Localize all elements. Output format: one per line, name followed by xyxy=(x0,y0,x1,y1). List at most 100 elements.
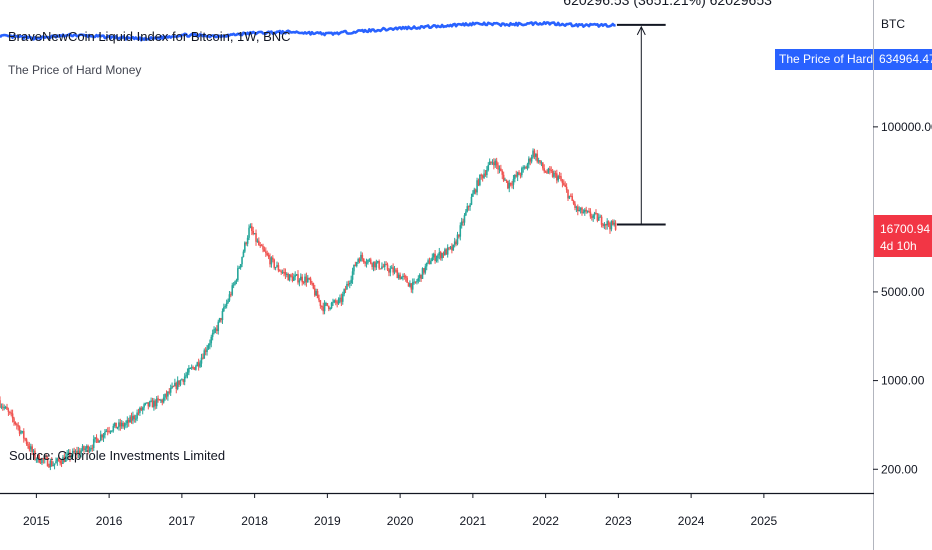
candle xyxy=(11,409,14,423)
candle xyxy=(251,223,253,236)
candle xyxy=(473,187,476,195)
candle-body xyxy=(162,397,165,403)
candle xyxy=(542,162,544,171)
candle-body xyxy=(301,276,303,283)
candle xyxy=(470,193,473,206)
candle-body xyxy=(421,268,424,279)
candle xyxy=(350,275,352,286)
candle xyxy=(318,294,320,303)
candle-body xyxy=(234,281,236,285)
candle xyxy=(48,463,50,468)
candle-body xyxy=(353,264,355,272)
candle xyxy=(25,437,28,446)
candle-body xyxy=(13,418,15,422)
candle xyxy=(4,405,7,410)
candle-body xyxy=(119,422,122,427)
candle xyxy=(333,299,336,304)
candle-body xyxy=(460,221,463,226)
candle xyxy=(477,178,480,187)
candle xyxy=(578,206,581,212)
candle-body xyxy=(313,288,316,296)
candle xyxy=(188,365,190,376)
candle-body xyxy=(189,368,192,370)
candle-body xyxy=(572,200,575,204)
candle xyxy=(525,165,527,169)
candle-body xyxy=(286,273,288,275)
candle xyxy=(101,433,103,441)
candle xyxy=(280,269,283,275)
candle xyxy=(302,280,305,285)
candle xyxy=(174,378,176,387)
candle-body xyxy=(132,415,134,421)
candle xyxy=(417,275,420,284)
candle-body xyxy=(322,306,324,312)
candle-body xyxy=(590,216,593,218)
candle-body xyxy=(526,164,529,169)
candle-body xyxy=(235,280,238,282)
candle xyxy=(536,149,539,164)
candle-body xyxy=(80,450,82,454)
candle-body xyxy=(147,402,150,407)
candle-body xyxy=(192,367,194,369)
candle-body xyxy=(200,357,203,364)
candle xyxy=(515,170,518,178)
candle-body xyxy=(245,242,248,244)
candle xyxy=(316,288,319,299)
candle-body xyxy=(38,454,40,463)
candle xyxy=(57,455,60,462)
candle-body xyxy=(137,412,140,414)
candle-body xyxy=(574,203,576,208)
candle xyxy=(304,273,306,286)
candle-body xyxy=(435,258,438,261)
candle-body xyxy=(77,450,80,455)
candle xyxy=(483,169,485,179)
candle xyxy=(378,259,380,270)
candle-body xyxy=(416,281,418,283)
candle xyxy=(421,267,424,279)
candle xyxy=(315,288,317,297)
candle-body xyxy=(583,209,586,213)
candle-body xyxy=(599,216,601,218)
candle xyxy=(455,239,457,247)
candle xyxy=(355,261,358,268)
candle xyxy=(357,257,359,264)
candle xyxy=(463,213,466,226)
candle xyxy=(369,257,372,265)
candle-body xyxy=(4,406,7,408)
candle-body xyxy=(596,213,599,221)
candle xyxy=(276,261,278,268)
candle-body xyxy=(1,406,4,408)
candle-body xyxy=(169,388,172,393)
indicator-legend-label[interactable]: The Price of Hard Money xyxy=(8,63,141,77)
candle-body xyxy=(231,285,234,295)
indicator-badge-value-bg xyxy=(874,49,932,70)
candle xyxy=(95,434,98,444)
candle-body xyxy=(430,261,432,265)
candle-body xyxy=(171,386,173,389)
candle xyxy=(273,258,276,270)
candle xyxy=(544,170,547,173)
measure-tool[interactable]: 620296.53 (3651.21%) 62029653 xyxy=(563,0,772,226)
y-axis: 100000.00 5000.00 1000.00 200.00 xyxy=(873,120,932,476)
candle xyxy=(120,420,123,429)
candle xyxy=(528,156,530,169)
candle-body xyxy=(414,281,417,283)
candle xyxy=(574,201,576,211)
candle xyxy=(596,212,599,223)
candle xyxy=(214,327,217,334)
candle-body xyxy=(127,419,130,423)
candle xyxy=(462,218,464,227)
candle xyxy=(603,221,606,230)
candle xyxy=(395,267,397,273)
candle xyxy=(386,262,389,272)
candle-body xyxy=(540,162,543,164)
x-tick-label: 2015 xyxy=(23,514,50,528)
candle-body xyxy=(113,422,116,426)
candle-body xyxy=(85,445,88,449)
candle-body xyxy=(406,277,408,283)
candle-body xyxy=(484,173,487,175)
candle-body xyxy=(420,274,422,279)
candle-body xyxy=(157,398,159,400)
candle xyxy=(604,223,607,230)
candle-body xyxy=(432,253,435,258)
